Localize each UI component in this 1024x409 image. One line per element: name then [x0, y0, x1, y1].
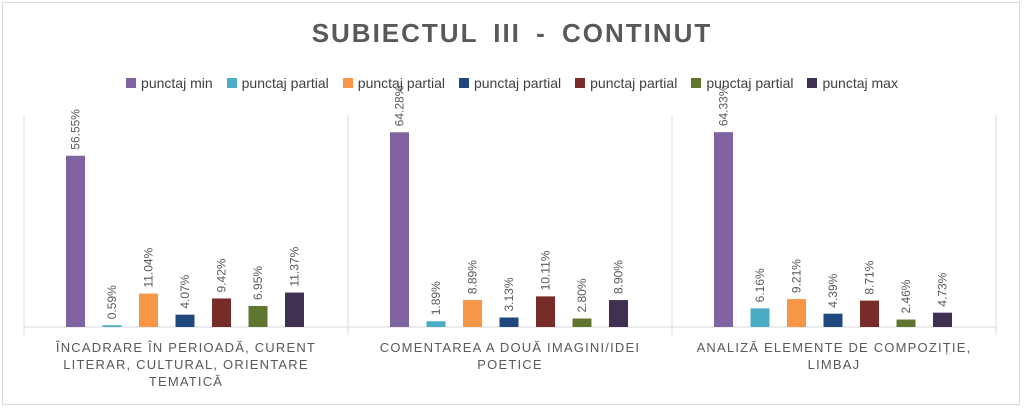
- data-label: 6.16%: [753, 268, 767, 302]
- bar: [175, 314, 195, 327]
- legend-swatch: [342, 78, 353, 88]
- data-label: 2.46%: [899, 279, 913, 313]
- data-label: 10.11%: [539, 250, 553, 290]
- data-label: 64.33%: [717, 85, 731, 126]
- legend-item: punctaj max: [807, 75, 898, 91]
- bar: [714, 132, 733, 327]
- bar: [499, 317, 519, 327]
- bar: [860, 300, 879, 327]
- bar: [536, 296, 555, 327]
- legend-label: punctaj partial: [241, 75, 329, 91]
- legend-item: punctaj partial: [342, 75, 445, 91]
- legend-label: punctaj partial: [473, 75, 562, 91]
- data-label: 4.73%: [936, 272, 950, 306]
- bar: [787, 299, 806, 327]
- data-label: 6.95%: [251, 266, 265, 300]
- legend-swatch: [691, 78, 702, 88]
- legend-item: punctaj partial: [575, 75, 677, 91]
- bar: [609, 300, 628, 327]
- category-label: COMENTAREA A DOUĂ IMAGINI/IDEI POETICE: [379, 340, 641, 372]
- data-label: 4.39%: [826, 273, 840, 307]
- category-label: ÎNCADRARE ÎN PERIOADĂ, CURENT LITERAR, C…: [55, 340, 317, 389]
- bar: [390, 132, 409, 327]
- legend-label: punctaj partial: [590, 75, 678, 91]
- legend-label: punctaj max: [822, 75, 898, 91]
- bar: [285, 292, 304, 327]
- bar: [933, 312, 952, 327]
- bar: [426, 321, 446, 327]
- bar: [139, 293, 158, 327]
- chart-legend: punctaj min punctaj partial punctaj partia…: [0, 72, 1024, 94]
- data-label: 8.71%: [863, 260, 877, 294]
- data-label: 4.07%: [178, 274, 192, 308]
- category-label: ANALIZĂ ELEMENTE DE COMPOZIȚIE, LIMBAJ: [696, 340, 972, 372]
- data-label: 8.89%: [466, 260, 480, 294]
- legend-item: punctaj partial: [226, 75, 329, 91]
- data-label: 11.04%: [142, 247, 156, 287]
- data-label: 9.21%: [790, 259, 804, 293]
- bar: [823, 313, 843, 327]
- bar: [572, 318, 592, 327]
- bar: [463, 300, 482, 327]
- data-label: 1.89%: [429, 281, 443, 315]
- legend-label: punctaj partial: [357, 75, 445, 91]
- data-label: 9.42%: [215, 258, 229, 292]
- legend-swatch: [575, 78, 586, 88]
- legend-swatch: [458, 78, 469, 88]
- legend-label: punctaj partial: [706, 75, 794, 91]
- data-label: 64.28%: [393, 85, 407, 126]
- data-label: 56.55%: [69, 109, 83, 150]
- legend-item: punctaj partial: [691, 75, 793, 91]
- legend-label: punctaj min: [141, 75, 213, 91]
- legend-swatch: [226, 78, 237, 88]
- data-label: 3.13%: [502, 277, 516, 311]
- bar: [896, 319, 916, 327]
- legend-item: punctaj partial: [458, 75, 562, 91]
- bar: [248, 305, 268, 327]
- legend-swatch: [126, 78, 137, 88]
- bar: [750, 308, 770, 327]
- data-label: 8.90%: [612, 260, 626, 294]
- bar: [102, 325, 122, 327]
- data-label: 2.80%: [575, 278, 589, 312]
- data-label: 0.59%: [105, 285, 119, 319]
- bar: [212, 298, 231, 327]
- data-label: 11.37%: [288, 246, 302, 286]
- legend-item: punctaj min: [126, 75, 213, 91]
- chart-title: SUBIECTUL III - CONTINUT: [311, 18, 713, 48]
- bar: [66, 155, 85, 327]
- legend-swatch: [807, 78, 818, 88]
- chart-frame: [2, 2, 1020, 405]
